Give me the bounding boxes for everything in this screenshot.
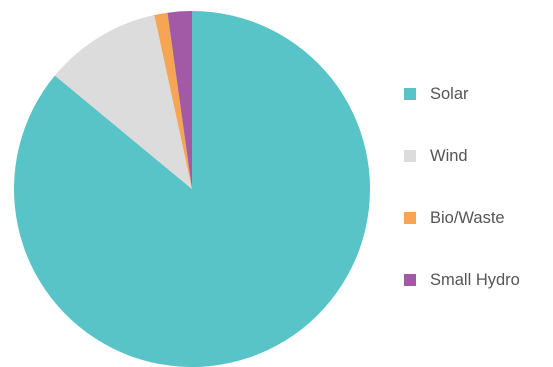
legend-item-small-hydro: Small Hydro [404, 268, 553, 292]
legend-swatch-wind [404, 150, 416, 162]
pie-slice-small-hydro [167, 11, 192, 189]
legend-label-wind: Wind [430, 147, 468, 165]
pie-slice-solar [14, 11, 371, 367]
pie-slices [14, 11, 371, 367]
legend: Solar Wind Bio/Waste Small Hydro [404, 82, 553, 330]
legend-label-small-hydro: Small Hydro [430, 271, 520, 289]
legend-swatch-solar [404, 88, 416, 100]
legend-swatch-bio-waste [404, 212, 416, 224]
legend-item-bio-waste: Bio/Waste [404, 206, 553, 230]
pie-slice-bio-waste [154, 12, 192, 190]
legend-item-wind: Wind [404, 144, 553, 168]
legend-label-solar: Solar [430, 85, 469, 103]
legend-label-bio-waste: Bio/Waste [430, 209, 505, 227]
legend-item-solar: Solar [404, 82, 553, 106]
legend-swatch-small-hydro [404, 274, 416, 286]
pie-slice-wind [54, 15, 192, 189]
